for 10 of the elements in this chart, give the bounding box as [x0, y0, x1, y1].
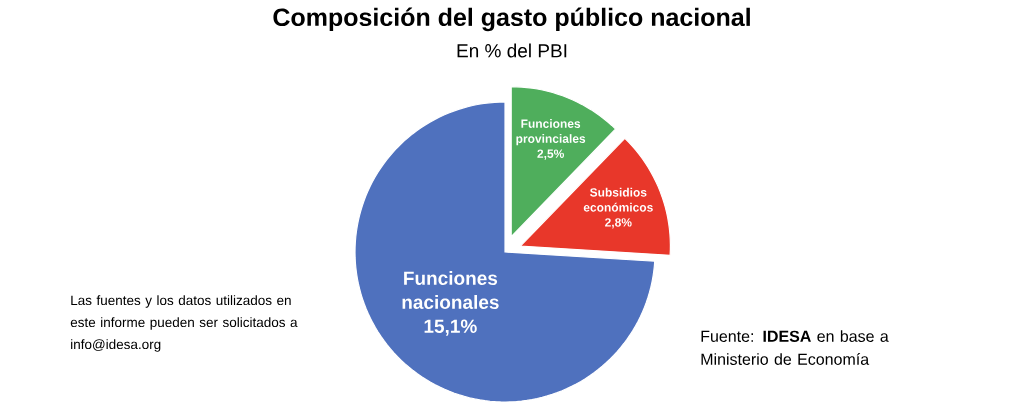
text: Las fuentes y los datos utilizados en este informe pueden ser solicitados a info@idesa.org: [70, 295, 298, 352]
slice-label: Funciones provinciales: [516, 119, 586, 146]
data-label: 2,5%: [537, 149, 564, 160]
data-label: 15,1%: [424, 319, 477, 336]
chart-subtitle: En % del PBI: [457, 43, 567, 58]
data-label: 2,8%: [605, 218, 632, 229]
chart-title: Composición del gasto público nacional: [273, 7, 750, 32]
slice-label: Subsidios económicos: [583, 187, 653, 212]
slice-label: Funciones nacionales: [402, 271, 499, 309]
source-note: Fuente: IDESA en base a Ministerio de Economía: [701, 330, 889, 365]
